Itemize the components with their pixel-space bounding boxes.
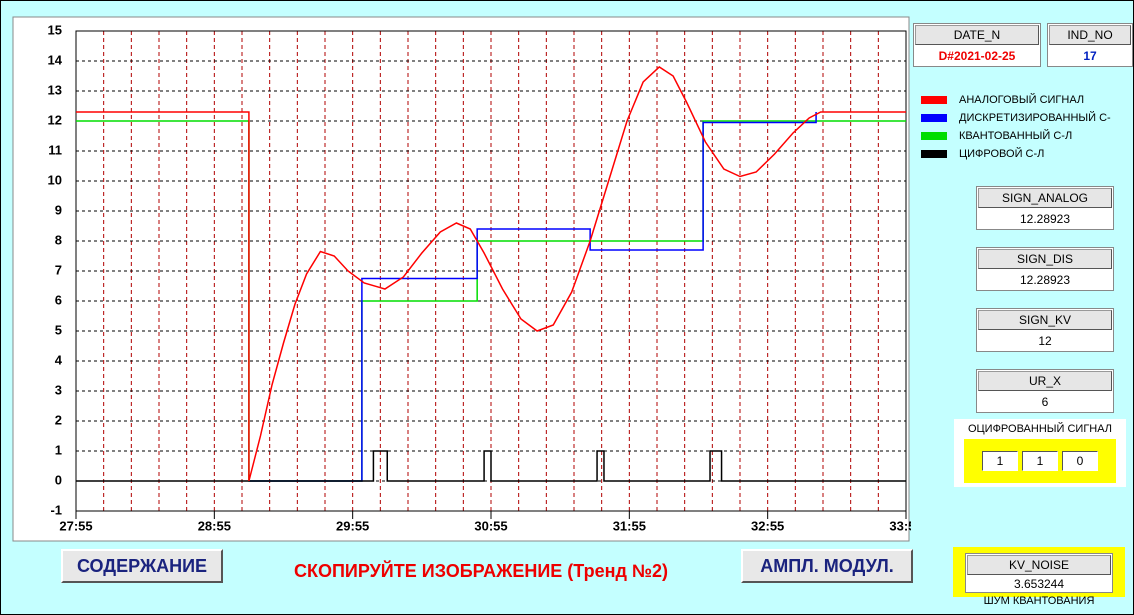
legend-item: АНАЛОГОВЫЙ СИГНАЛ — [921, 94, 1084, 106]
caption: СКОПИРУЙТЕ ИЗОБРАЖЕНИЕ (Тренд №2) — [293, 561, 668, 581]
legend-label: ЦИФРОВОЙ С-Л — [959, 148, 1045, 160]
legend-item: КВАНТОВАННЫЙ С-Л — [921, 130, 1072, 142]
ampl-button[interactable]: АМПЛ. МОДУЛ. — [741, 549, 913, 583]
bit: 1 — [1022, 451, 1058, 471]
field-label[interactable]: SIGN_KV — [978, 310, 1112, 330]
field-label[interactable]: SIGN_ANALOG — [978, 188, 1112, 208]
series-line — [76, 66, 906, 482]
y-tick-label: -1 — [50, 502, 62, 517]
y-tick-label: 13 — [48, 82, 62, 97]
bit: 1 — [982, 451, 1018, 471]
legend-swatch — [921, 150, 947, 158]
date-label: DATE_N — [915, 25, 1039, 45]
field-box: SIGN_KV 12 — [976, 308, 1114, 352]
y-tick-label: 10 — [48, 172, 62, 187]
field-value: 6 — [1041, 395, 1049, 409]
y-tick-label: 12 — [48, 112, 62, 127]
legend-label: КВАНТОВАННЫЙ С-Л — [959, 130, 1073, 142]
field-value: 12.28923 — [1019, 212, 1071, 226]
y-tick-label: 0 — [55, 472, 62, 487]
noise-value: 3.653244 — [1013, 577, 1065, 591]
plot-frame — [75, 30, 907, 512]
legend-item: ЦИФРОВОЙ С-Л — [921, 148, 1044, 160]
y-tick-label: 4 — [55, 352, 63, 367]
noise-panel: KV_NOISE 3.653244 ШУМ КВАНТОВАНИЯ — [953, 547, 1125, 607]
date-box: DATE_N D#2021-02-25 — [913, 23, 1041, 67]
legend-label: ДИСКРЕТИЗИРОВАННЫЙ С- — [959, 112, 1111, 124]
y-tick-label: 11 — [48, 142, 62, 157]
legend-swatch — [921, 114, 947, 122]
noise-caption: ШУМ КВАНТОВАНИЯ — [983, 595, 1095, 607]
y-tick-label: 5 — [55, 322, 62, 337]
field-value: 12.28923 — [1019, 273, 1071, 287]
y-tick-label: 8 — [55, 232, 62, 247]
digital-title: ОЦИФРОВАННЫЙ СИГНАЛ — [967, 423, 1113, 435]
y-tick-label: 3 — [55, 382, 62, 397]
legend-swatch — [921, 96, 947, 104]
date-value: D#2021-02-25 — [938, 49, 1016, 63]
field-label[interactable]: SIGN_DIS — [978, 249, 1112, 269]
field-box: UR_X 6 — [976, 369, 1114, 413]
ind-label: IND_NO — [1049, 25, 1131, 45]
y-tick-label: 2 — [55, 412, 62, 427]
x-tick-label: 27:55 — [59, 518, 92, 533]
x-tick-label: 31:55 — [613, 518, 646, 533]
x-tick-label: 32:55 — [751, 518, 784, 533]
y-tick-label: 6 — [55, 292, 62, 307]
y-tick-label: 7 — [55, 262, 62, 277]
x-tick-label: 28:55 — [198, 518, 231, 533]
noise-box: KV_NOISE 3.653244 — [965, 553, 1113, 593]
contents-button[interactable]: СОДЕРЖАНИЕ — [61, 549, 223, 583]
ind-box: IND_NO 17 — [1047, 23, 1133, 67]
x-tick-label: 29:55 — [336, 518, 369, 533]
legend-swatch — [921, 132, 947, 140]
y-tick-label: 1 — [55, 442, 62, 457]
y-tick-label: 9 — [55, 202, 62, 217]
y-tick-label: 15 — [48, 22, 62, 37]
field-label[interactable]: UR_X — [978, 371, 1112, 391]
x-tick-label: 33:55 — [889, 518, 911, 533]
x-tick-label: 30:55 — [474, 518, 507, 533]
ind-value: 17 — [1083, 49, 1097, 63]
series-line — [248, 112, 817, 482]
legend-label: АНАЛОГОВЫЙ СИГНАЛ — [959, 94, 1085, 106]
noise-label: KV_NOISE — [967, 555, 1111, 575]
legend-item: ДИСКРЕТИЗИРОВАННЫЙ С- — [921, 112, 1111, 124]
field-value: 12 — [1038, 334, 1052, 348]
bit: 0 — [1062, 451, 1098, 471]
field-box: SIGN_ANALOG 12.28923 — [976, 186, 1114, 230]
y-tick-label: 14 — [48, 52, 63, 67]
field-box: SIGN_DIS 12.28923 — [976, 247, 1114, 291]
series-line — [76, 450, 906, 482]
